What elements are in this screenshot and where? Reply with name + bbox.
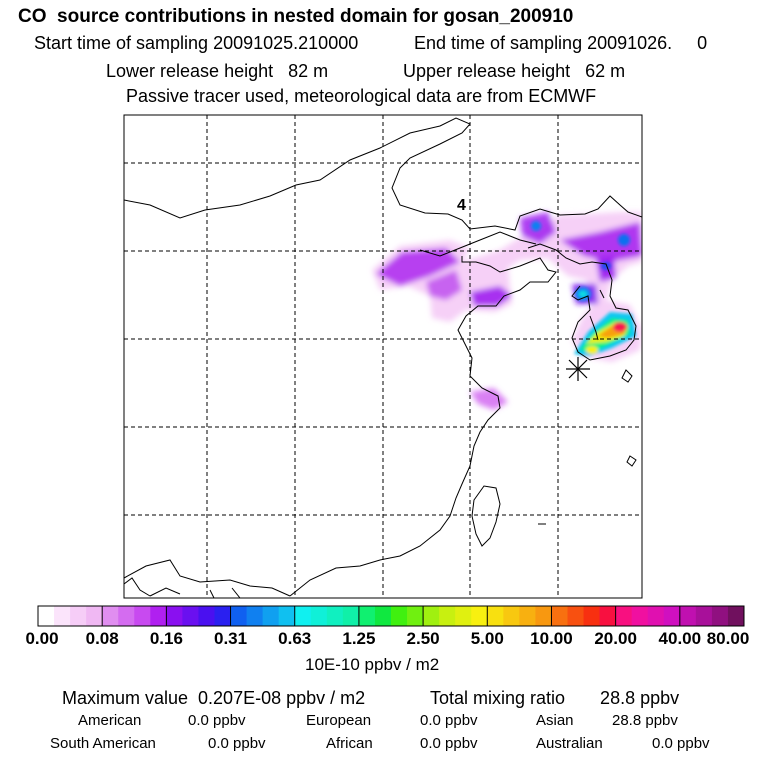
concentration-plume [372, 212, 642, 410]
maximum-value: Maximum value 0.207E-08 ppbv / m2 [62, 688, 366, 708]
region-name: Asian [536, 712, 574, 729]
release-site-marker [566, 357, 590, 381]
colorbar-cell [487, 606, 504, 626]
colorbar-cell [86, 606, 103, 626]
map-label: 4 [457, 197, 466, 214]
colorbar-cell [246, 606, 264, 626]
colorbar-frame [37, 605, 745, 627]
map-frame [123, 114, 643, 599]
colorbar-cell [647, 606, 665, 626]
colorbar-cell [278, 606, 296, 626]
lower-release-height: Lower release height 82 m [106, 61, 329, 81]
region-name: South American [50, 735, 156, 752]
colorbar-cell [663, 606, 681, 626]
region-value: 0.0 ppbv [208, 735, 266, 752]
end-time: End time of sampling 20091026. 0 [414, 33, 708, 53]
colorbar-cell [503, 606, 520, 626]
region-name: European [306, 712, 372, 729]
colorbar-cell [342, 606, 360, 626]
colorbar-cell [727, 606, 745, 626]
colorbar-units: 10E-10 ppbv / m2 [305, 655, 440, 674]
colorbar-cell [182, 606, 199, 626]
colorbar-cell [166, 606, 183, 626]
colorbar-tick-label: 1.25 [342, 629, 376, 648]
colorbar-tick-label: 20.00 [594, 629, 637, 648]
colorbar-cell [391, 606, 408, 626]
colorbar-cell [711, 606, 729, 626]
colorbar-cell [519, 606, 536, 626]
coastlines [124, 117, 642, 598]
colorbar-cell [118, 606, 135, 626]
colorbar-tick-label: 0.31 [213, 629, 248, 648]
colorbar-tick-label: 0.08 [85, 629, 119, 648]
plot-title: CO source contributions in nested domain… [18, 6, 574, 27]
colorbar-cell [54, 606, 71, 626]
colorbar-cell [471, 606, 488, 626]
colorbar-tick-label: 5.00 [470, 629, 504, 648]
colorbar-cell [551, 606, 568, 626]
region-value: 0.0 ppbv [188, 712, 246, 729]
colorbar-tick-label: 0.63 [278, 629, 312, 648]
region-name: Australian [536, 735, 603, 752]
colorbar-cell [150, 606, 167, 626]
colorbar-tick-label: 10.00 [530, 629, 573, 648]
region-name: American [78, 712, 142, 729]
colorbar-cell [615, 606, 633, 626]
colorbar-cell [294, 606, 312, 626]
graticule [124, 115, 642, 598]
colorbar-cell [455, 606, 472, 626]
colorbar-cell [198, 606, 215, 626]
colorbar-tick-label: 40.00 [658, 629, 702, 648]
start-time: Start time of sampling 20091025.210000 [34, 33, 359, 53]
colorbar-cell [631, 606, 649, 626]
colorbar-cell [326, 606, 344, 626]
colorbar-cell [567, 606, 585, 626]
colorbar-cell [230, 606, 248, 626]
colorbar-tick-label: 0.16 [149, 629, 183, 648]
colorbar-cell [310, 606, 328, 626]
colorbar-cell [38, 606, 55, 626]
colorbar-cell [374, 606, 392, 626]
colorbar-cell [407, 606, 424, 626]
colorbar-cell [358, 606, 376, 626]
region-value: 28.8 ppbv [612, 712, 678, 729]
colorbar-cell [134, 606, 151, 626]
colorbar-cell [214, 606, 232, 626]
region-value: 0.0 ppbv [420, 735, 478, 752]
colorbar-cell [679, 606, 697, 626]
colorbar-tick-label: 0.00 [25, 629, 59, 648]
tracer-note: Passive tracer used, meteorological data… [126, 86, 597, 106]
colorbar-cell [695, 606, 713, 626]
colorbar-cell [439, 606, 456, 626]
colorbar-tick-label: 80.00 [706, 629, 750, 648]
colorbar-cell [102, 606, 119, 626]
colorbar-cell [262, 606, 280, 626]
region-value: 0.0 ppbv [652, 735, 710, 752]
colorbar-tick-label: 2.50 [406, 629, 440, 648]
colorbar-cell [423, 606, 440, 626]
upper-release-height: Upper release height 62 m [403, 61, 626, 81]
total-mixing-ratio: Total mixing ratio 28.8 ppbv [430, 688, 680, 708]
colorbar-cell [535, 606, 552, 626]
colorbar-cell [583, 606, 601, 626]
colorbar-cell [599, 606, 617, 626]
region-name: African [326, 735, 373, 752]
region-value: 0.0 ppbv [420, 712, 478, 729]
colorbar-cell [70, 606, 87, 626]
